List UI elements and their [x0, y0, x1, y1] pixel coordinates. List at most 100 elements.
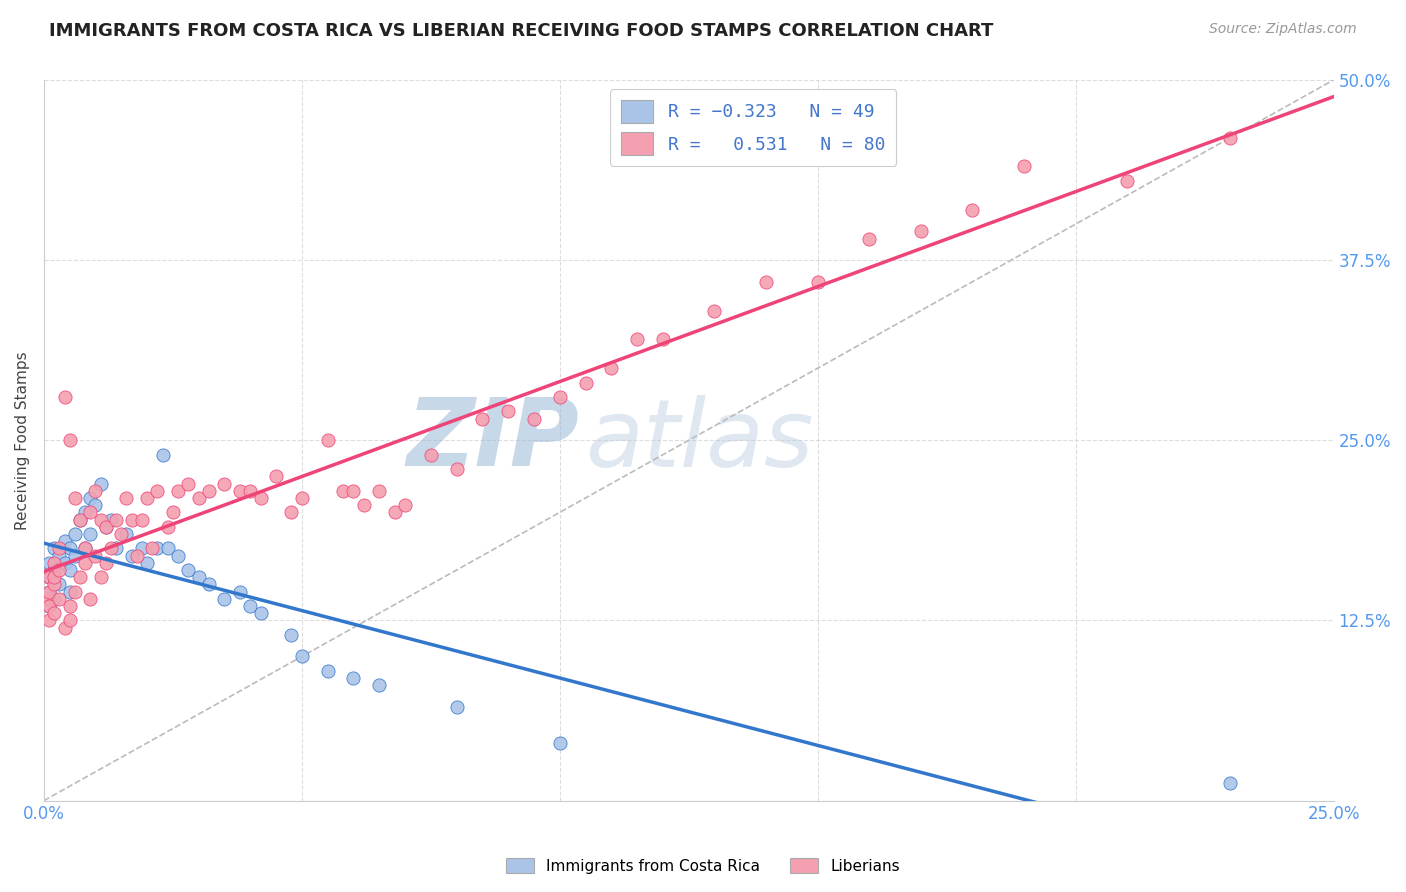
Point [146, 483, 169, 498]
Legend: R = −0.323   N = 49, R =   0.531   N = 80: R = −0.323 N = 49, R = 0.531 N = 80 [610, 89, 896, 166]
Point [167, 549, 190, 563]
Point [63, 491, 86, 505]
Point [177, 563, 200, 577]
Point [38, 599, 60, 613]
Point [187, 491, 209, 505]
Point [136, 491, 159, 505]
Point [1116, 174, 1139, 188]
Point [167, 483, 190, 498]
Point [131, 512, 153, 526]
Point [419, 448, 441, 462]
Point [59, 584, 82, 599]
Point [38, 570, 60, 584]
Point [84, 498, 107, 512]
Point [53, 556, 76, 570]
Point [651, 333, 673, 347]
Point [44, 577, 66, 591]
Point [471, 411, 494, 425]
Point [239, 483, 262, 498]
Point [1219, 130, 1241, 145]
Point [229, 483, 252, 498]
Point [125, 549, 148, 563]
Point [574, 376, 596, 390]
Point [131, 541, 153, 556]
Text: ZIP: ZIP [406, 394, 579, 486]
Point [44, 541, 66, 556]
Point [136, 556, 159, 570]
Point [394, 498, 416, 512]
Point [115, 491, 138, 505]
Point [249, 491, 271, 505]
Point [53, 534, 76, 549]
Point [59, 563, 82, 577]
Point [703, 303, 725, 318]
Point [94, 556, 117, 570]
Point [446, 462, 468, 476]
Point [44, 591, 66, 606]
Point [84, 483, 107, 498]
Point [162, 505, 184, 519]
Point [53, 621, 76, 635]
Point [79, 505, 101, 519]
Point [63, 584, 86, 599]
Point [146, 541, 169, 556]
Point [48, 549, 70, 563]
Point [75, 556, 97, 570]
Point [94, 520, 117, 534]
Text: IMMIGRANTS FROM COSTA RICA VS LIBERIAN RECEIVING FOOD STAMPS CORRELATION CHART: IMMIGRANTS FROM COSTA RICA VS LIBERIAN R… [49, 22, 994, 40]
Point [38, 570, 60, 584]
Point [79, 527, 101, 541]
Point [910, 224, 932, 238]
Point [59, 614, 82, 628]
Point [105, 541, 128, 556]
Point [100, 512, 122, 526]
Point [44, 607, 66, 621]
Point [48, 577, 70, 591]
Point [38, 614, 60, 628]
Point [198, 483, 221, 498]
Point [755, 275, 778, 289]
Point [1012, 160, 1035, 174]
Point [858, 231, 880, 245]
Point [48, 591, 70, 606]
Point [53, 390, 76, 404]
Point [548, 390, 571, 404]
Point [156, 520, 179, 534]
Point [59, 599, 82, 613]
Point [496, 404, 519, 418]
Point [177, 476, 200, 491]
Point [44, 563, 66, 577]
Point [198, 577, 221, 591]
Point [38, 599, 60, 613]
Text: Source: ZipAtlas.com: Source: ZipAtlas.com [1209, 22, 1357, 37]
Point [59, 541, 82, 556]
Point [63, 527, 86, 541]
Point [1219, 776, 1241, 790]
Point [332, 483, 354, 498]
Point [75, 541, 97, 556]
Point [94, 520, 117, 534]
Point [626, 333, 648, 347]
Point [44, 570, 66, 584]
Point [152, 448, 174, 462]
Point [446, 700, 468, 714]
Point [38, 584, 60, 599]
Y-axis label: Receiving Food Stamps: Receiving Food Stamps [15, 351, 30, 530]
Point [48, 563, 70, 577]
Point [342, 671, 364, 685]
Point [156, 541, 179, 556]
Point [353, 498, 375, 512]
Point [316, 434, 339, 448]
Point [280, 505, 302, 519]
Point [75, 541, 97, 556]
Point [69, 512, 91, 526]
Point [962, 202, 984, 217]
Point [121, 512, 143, 526]
Point [229, 584, 252, 599]
Point [79, 591, 101, 606]
Point [342, 483, 364, 498]
Point [368, 678, 391, 692]
Point [69, 512, 91, 526]
Point [368, 483, 391, 498]
Point [187, 570, 209, 584]
